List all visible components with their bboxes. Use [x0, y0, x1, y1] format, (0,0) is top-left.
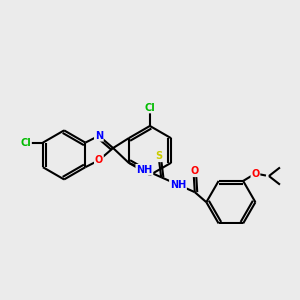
Text: N: N [95, 131, 103, 141]
Text: S: S [155, 152, 162, 161]
Text: O: O [251, 169, 260, 178]
Text: O: O [95, 155, 103, 165]
Text: NH: NH [170, 180, 186, 190]
Text: Cl: Cl [145, 103, 155, 112]
Text: NH: NH [136, 165, 152, 175]
Text: O: O [191, 166, 199, 176]
Text: Cl: Cl [20, 138, 31, 148]
